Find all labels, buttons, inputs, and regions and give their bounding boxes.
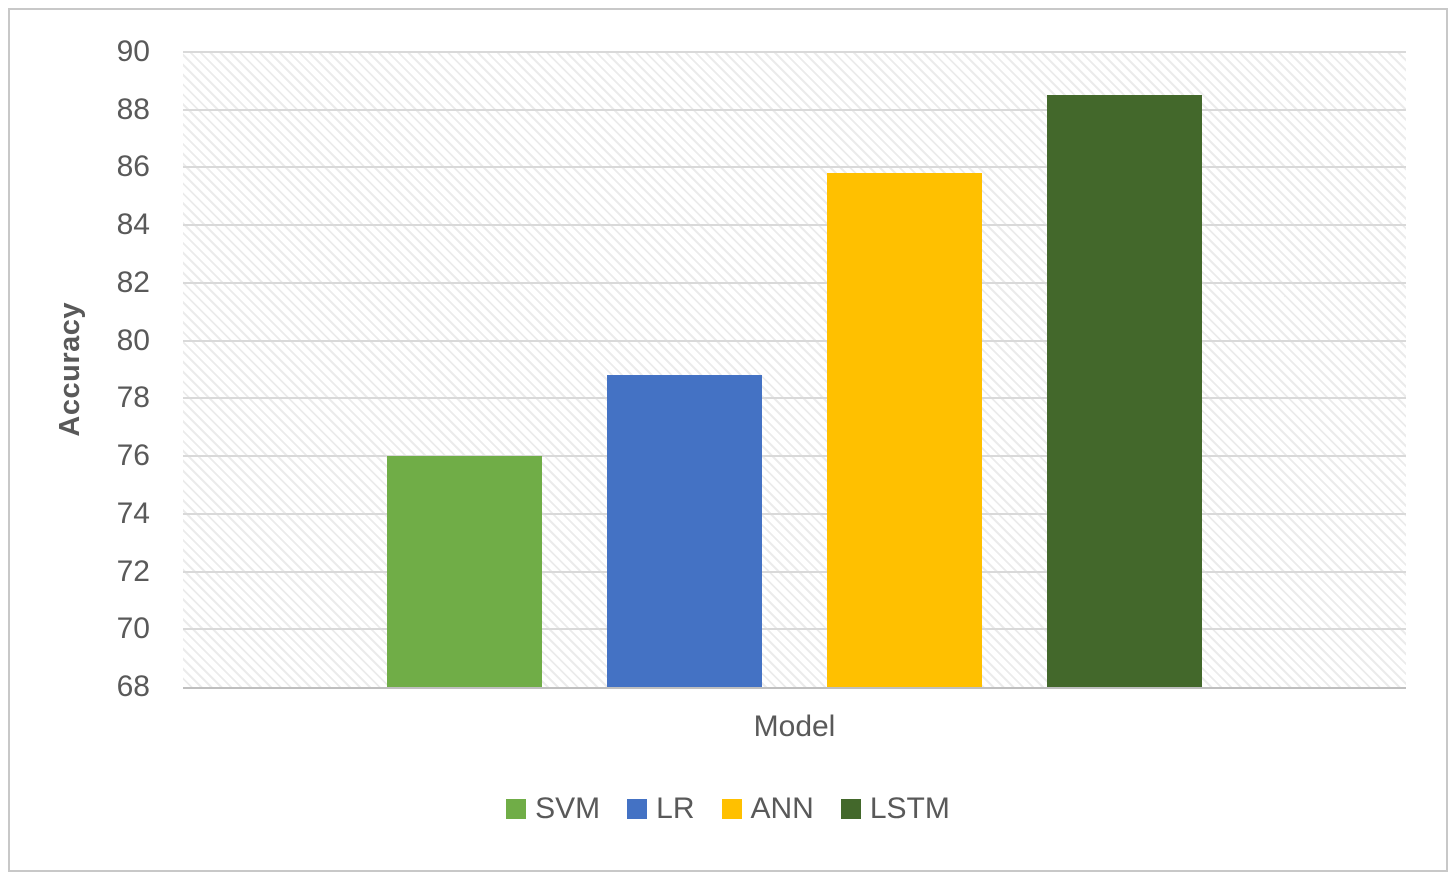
gridline-74 — [183, 512, 1406, 515]
y-tick-label-72: 72 — [116, 554, 150, 588]
y-tick-label-74: 74 — [116, 496, 150, 530]
y-axis-ticks: 68 70 72 74 76 78 80 82 84 86 88 90 — [10, 35, 150, 703]
gridline-70 — [183, 628, 1406, 631]
gridline-76 — [183, 455, 1406, 458]
y-tick-label-80: 80 — [116, 323, 150, 357]
y-tick-label-90: 90 — [116, 35, 150, 68]
legend-item-lr: LR — [627, 792, 695, 826]
gridline-84 — [183, 224, 1406, 227]
chart-frame: Accuracy 68 70 72 74 76 78 80 82 84 86 88 90 Model … — [8, 8, 1448, 872]
legend-swatch-svm — [506, 799, 527, 819]
legend-item-ann: ANN — [721, 792, 814, 826]
legend-swatch-lr — [627, 799, 648, 819]
legend-label-ann: ANN — [750, 792, 814, 825]
legend: SVM LR ANN LSTM — [10, 792, 1446, 826]
gridline-72 — [183, 570, 1406, 573]
y-tick-label-70: 70 — [116, 612, 150, 646]
gridline-86 — [183, 166, 1406, 169]
y-tick-label-68: 68 — [116, 670, 150, 703]
gridline-88 — [183, 108, 1406, 111]
y-tick-label-88: 88 — [116, 92, 150, 126]
gridline-90 — [183, 51, 1406, 53]
y-tick-label-82: 82 — [116, 265, 150, 299]
bar-lr — [607, 375, 762, 687]
y-tick-label-86: 86 — [116, 150, 150, 184]
legend-swatch-ann — [721, 799, 742, 819]
legend-label-svm: SVM — [535, 792, 601, 825]
bar-lstm — [1047, 95, 1202, 687]
legend-item-svm: SVM — [506, 792, 600, 826]
x-axis-title: Model — [753, 710, 836, 743]
y-tick-label-78: 78 — [116, 381, 150, 415]
y-tick-label-76: 76 — [116, 439, 150, 473]
gridline-78 — [183, 397, 1406, 400]
gridline-82 — [183, 281, 1406, 284]
legend-item-lstm: LSTM — [840, 792, 950, 826]
legend-label-lr: LR — [656, 792, 695, 825]
gridline-80 — [183, 339, 1406, 342]
bar-ann — [827, 173, 982, 687]
y-tick-label-84: 84 — [116, 208, 150, 242]
plot-area — [183, 51, 1406, 689]
legend-label-lstm: LSTM — [869, 792, 950, 825]
legend-swatch-lstm — [840, 799, 861, 819]
bar-svm — [387, 456, 542, 687]
